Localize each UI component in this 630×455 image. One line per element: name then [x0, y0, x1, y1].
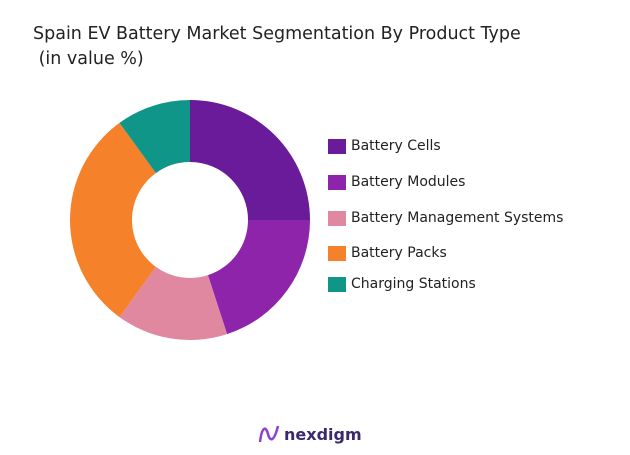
legend-swatch [328, 276, 346, 292]
legend-swatch [328, 138, 346, 154]
title-line-1: Spain EV Battery Market Segmentation By … [33, 24, 521, 44]
legend-item-battery-cells: Battery Cells [328, 138, 441, 154]
nexdigm-logo: nexdigm [258, 424, 362, 444]
slice-battery-management-systems [119, 266, 228, 340]
slice-battery-packs [69, 122, 156, 318]
legend-label: Battery Cells [351, 138, 441, 154]
legend-label: Battery Management Systems [351, 210, 564, 226]
legend-swatch [328, 245, 346, 261]
chart-title: Spain EV Battery Market Segmentation By … [33, 22, 521, 72]
logo-text: nexdigm [284, 424, 362, 444]
legend-swatch [328, 210, 346, 226]
legend-swatch [328, 174, 346, 190]
logo-icon [258, 425, 280, 443]
slice-battery-cells [190, 100, 310, 220]
slice-battery-modules [207, 220, 310, 335]
legend-item-battery-packs: Battery Packs [328, 245, 447, 261]
legend-item-charging-stations: Charging Stations [328, 276, 476, 292]
legend-label: Charging Stations [351, 276, 476, 292]
legend-item-battery-management-systems: Battery Management Systems [328, 210, 563, 226]
slice-charging-stations [119, 100, 190, 174]
legend-item-battery-modules: Battery Modules [328, 174, 465, 190]
legend-label: Battery Modules [351, 174, 466, 190]
legend-label: Battery Packs [351, 245, 447, 261]
title-line-2: (in value %) [33, 49, 144, 69]
